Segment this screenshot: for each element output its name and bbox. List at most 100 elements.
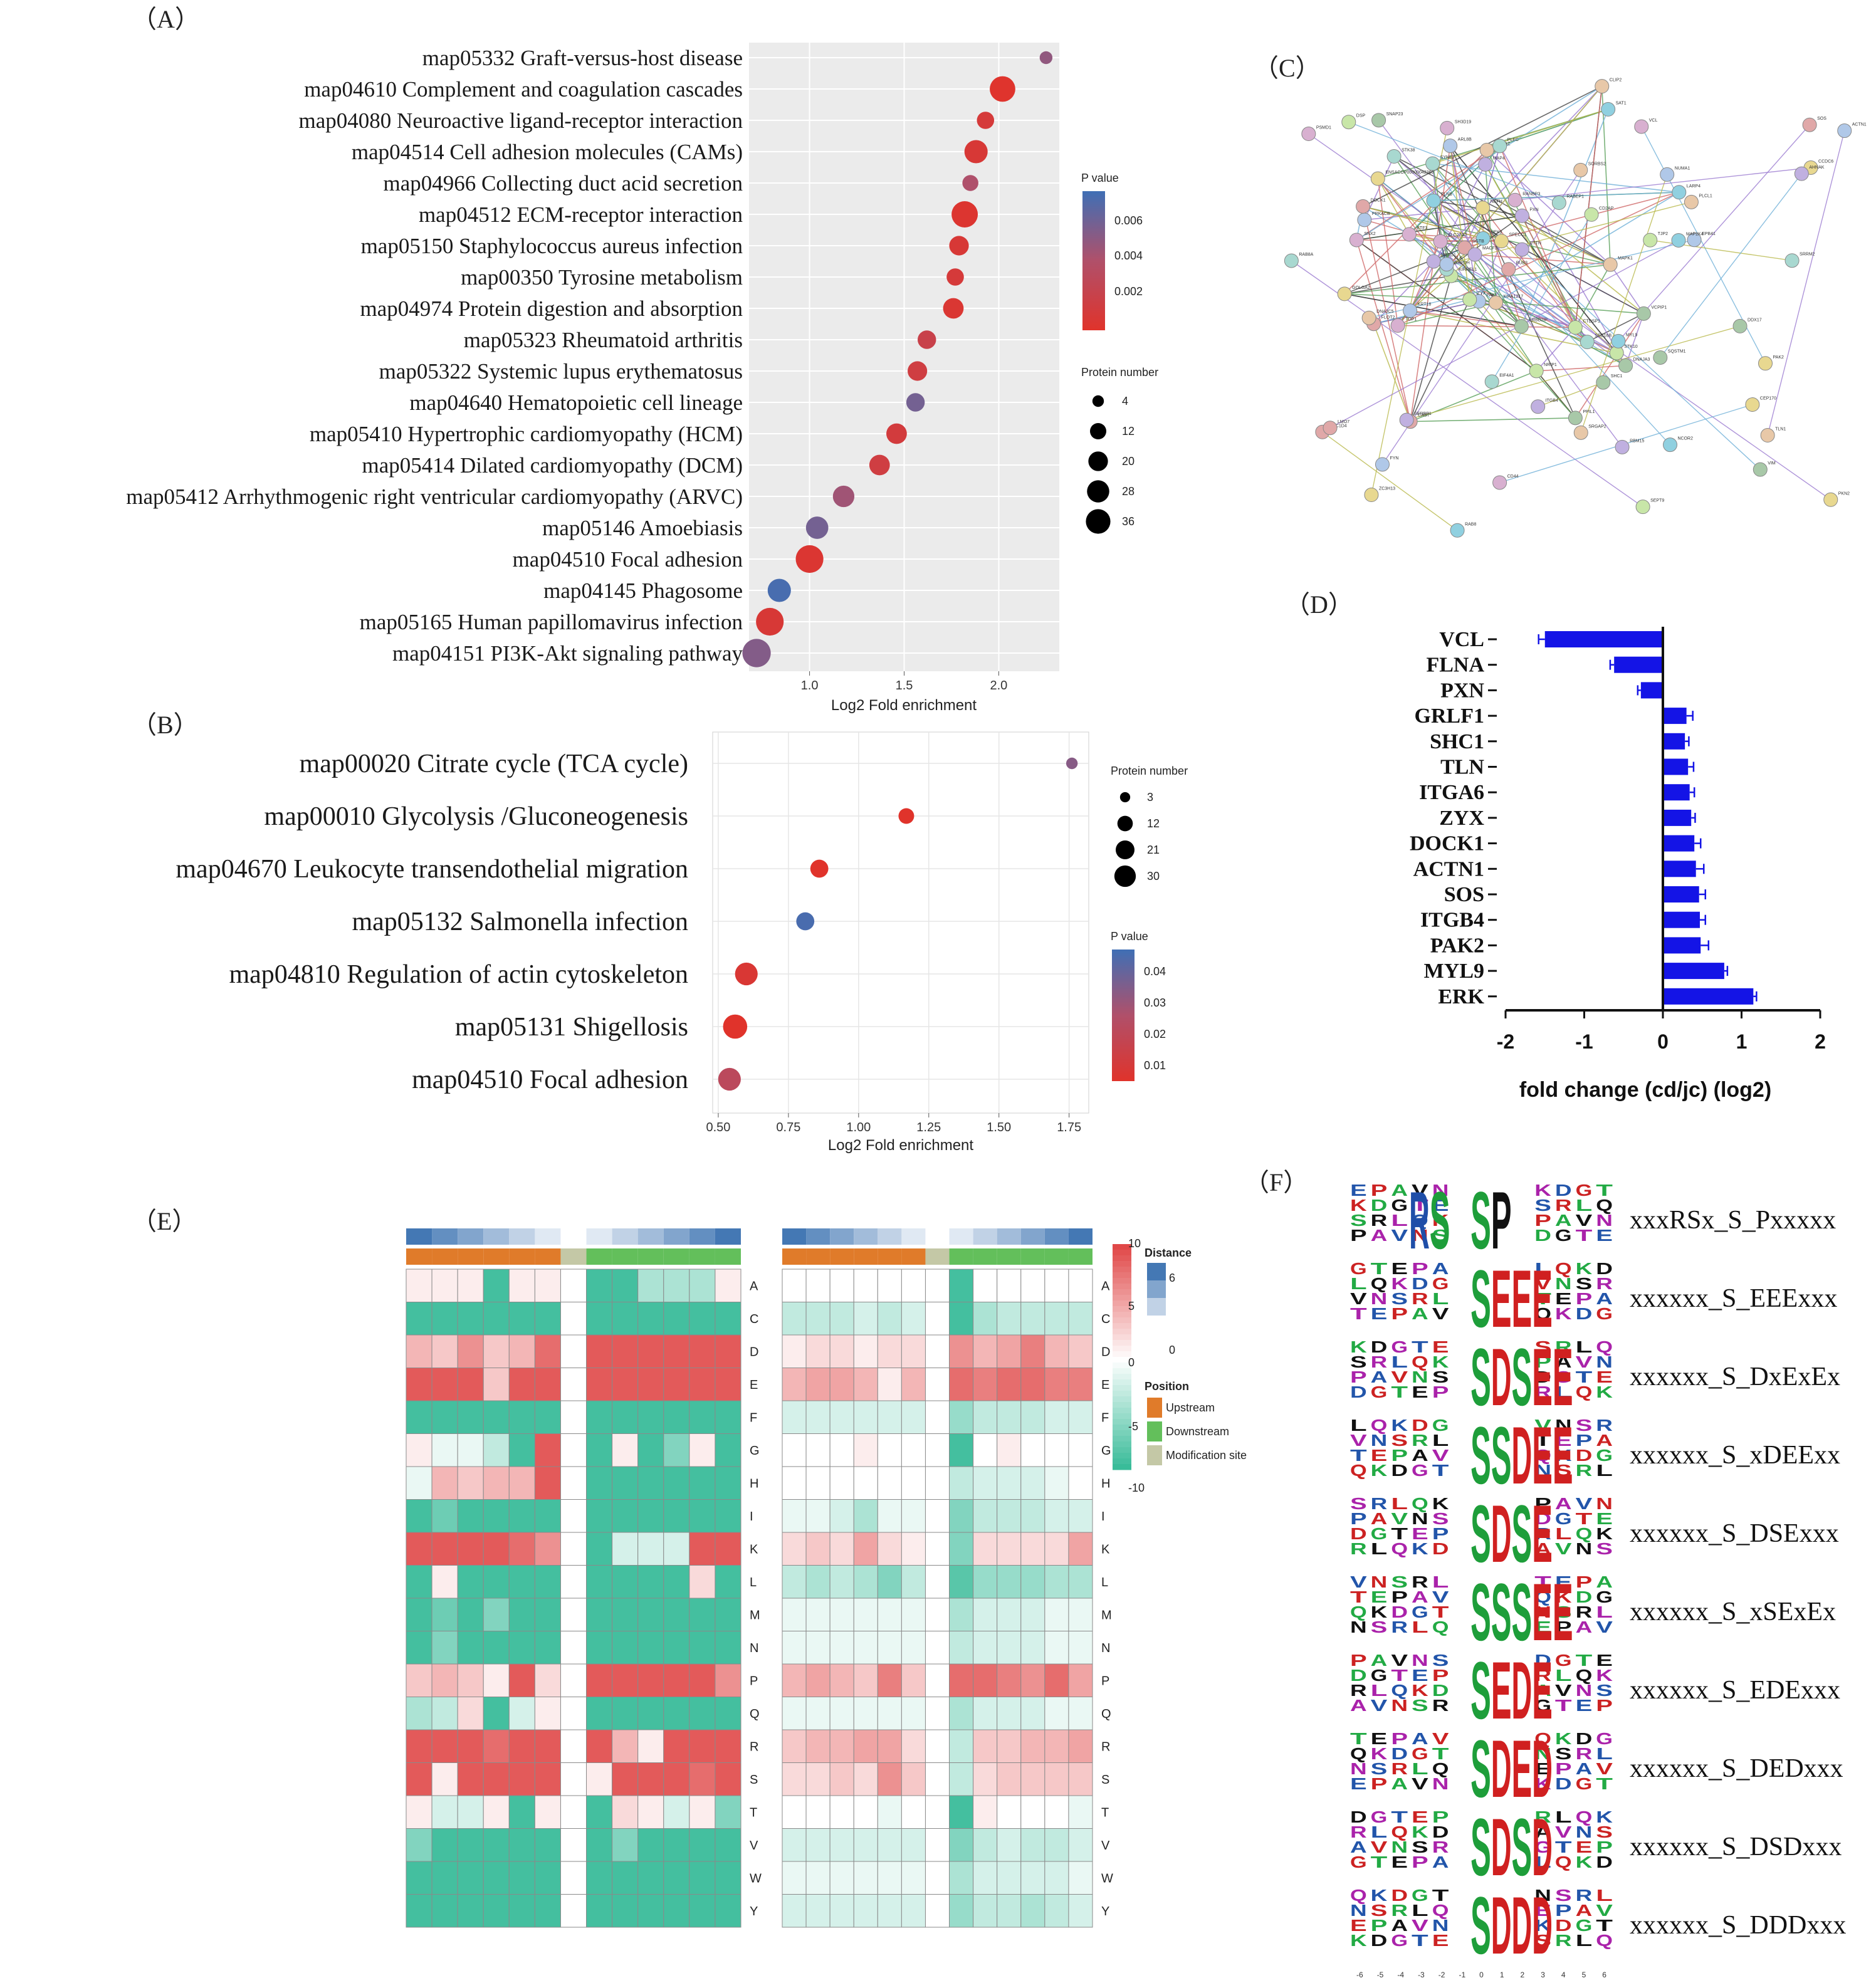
panel-f-logo-small-letter: D bbox=[1555, 1916, 1572, 1935]
panel-f-motif-label: xxxxxx_S_DxExEx bbox=[1630, 1363, 1840, 1391]
panel-c-edge bbox=[1344, 264, 1611, 295]
panel-e-heatmap-cell bbox=[925, 1368, 950, 1401]
panel-f-logo-small-letter: T bbox=[1350, 1729, 1367, 1748]
panel-e-heatmap-cell bbox=[1068, 1433, 1093, 1467]
panel-e-heatmap-cell bbox=[1020, 1334, 1045, 1368]
panel-f-logo-small-letter: S bbox=[1350, 1353, 1367, 1371]
panel-e-heatmap-cell bbox=[637, 1334, 664, 1368]
panel-e-heatmap-cell bbox=[663, 1828, 690, 1862]
panel-f-logo-small-letter: R bbox=[1391, 1759, 1408, 1778]
panel-e-heatmap-cell bbox=[949, 1762, 974, 1796]
panel-c-node-label: MAPK1 bbox=[1618, 256, 1633, 261]
panel-e-heatmap-cell bbox=[1044, 1433, 1069, 1467]
panel-e-heatmap-cell bbox=[1044, 1697, 1069, 1730]
panel-e-heatmap-cell bbox=[1044, 1269, 1069, 1302]
panel-e-heatmap-cell bbox=[925, 1828, 950, 1862]
panel-f-logo-small-letter: A bbox=[1534, 1823, 1551, 1841]
panel-f-logo-small-letter: Q bbox=[1350, 1461, 1367, 1480]
panel-c-edge bbox=[1515, 167, 1811, 201]
panel-e-heatmap-cell bbox=[805, 1269, 831, 1302]
panel-f-logo-small-letter: P bbox=[1371, 1774, 1388, 1793]
panel-e-heatmap-cell bbox=[805, 1334, 831, 1368]
panel-e-heatmap-cell bbox=[483, 1729, 510, 1763]
panel-c-node-circle bbox=[1671, 233, 1686, 248]
panel-a-point bbox=[951, 201, 978, 228]
panel-e-heatmap-cell bbox=[1044, 1532, 1069, 1566]
panel-f-logo-small-letter: A bbox=[1555, 1211, 1572, 1230]
panel-f-logo-small-letter: N bbox=[1371, 1572, 1388, 1591]
panel-f-logo-small-letter: K bbox=[1391, 1416, 1408, 1435]
panel-c-node-circle bbox=[1301, 127, 1316, 142]
panel-f-logo-big-letter: S bbox=[1470, 1645, 1491, 1736]
panel-f-logo-small-letter: T bbox=[1412, 1931, 1428, 1950]
panel-e-heatmap-cell bbox=[1020, 1894, 1045, 1928]
panel-e-heatmap-cell bbox=[1020, 1532, 1045, 1566]
panel-e-distance-cell bbox=[663, 1228, 689, 1245]
panel-e-row-label: P bbox=[1101, 1674, 1109, 1688]
panel-f-logo-small-letter: D bbox=[1534, 1226, 1551, 1245]
panel-c-node: GOLGA2 bbox=[1337, 286, 1370, 301]
panel-f-logo-small-letter: G bbox=[1350, 1853, 1367, 1871]
panel-e-heatmap-cell bbox=[586, 1828, 613, 1862]
panel-e-heatmap-cell bbox=[406, 1894, 432, 1928]
panel-e-heatmap-cell bbox=[901, 1697, 926, 1730]
panel-c-node-circle bbox=[1635, 500, 1650, 515]
panel-e-heatmap-cell bbox=[534, 1729, 561, 1763]
panel-c-node-label: NUMA1 bbox=[1675, 166, 1690, 170]
panel-e-heatmap-cell bbox=[534, 1631, 561, 1665]
panel-f-logo-small-letter: S bbox=[1432, 1226, 1449, 1245]
panel-c-node-label: BTF3 bbox=[1417, 226, 1427, 231]
panel-c-node-label: PLCL1 bbox=[1699, 194, 1712, 198]
panel-e-distance-cell bbox=[715, 1228, 741, 1245]
panel-e-row-label: G bbox=[1101, 1444, 1111, 1458]
panel-e-heatmap-cell bbox=[877, 1269, 902, 1302]
panel-f-logo-big-letter: S bbox=[1512, 1566, 1533, 1658]
panel-e-heatmap-cell bbox=[457, 1894, 484, 1928]
panel-e-heatmap-cell bbox=[997, 1598, 1022, 1631]
panel-f-logo-small-letter: V bbox=[1596, 1618, 1613, 1636]
panel-c-edge bbox=[1575, 313, 1645, 419]
panel-f-axis-label: 0 bbox=[1479, 1970, 1484, 1979]
panel-e-heatmap-cell bbox=[901, 1631, 926, 1665]
panel-e-heatmap-cell bbox=[483, 1302, 510, 1336]
panel-e-heatmap-cell bbox=[853, 1697, 878, 1730]
panel-e-heatmap-cell bbox=[782, 1400, 807, 1434]
panel-c-node: VCPIP1 bbox=[1636, 305, 1667, 321]
panel-f-logo-small-letter: G bbox=[1391, 1337, 1408, 1356]
panel-f-logo-small-letter: E bbox=[1534, 1901, 1551, 1920]
panel-e-colorbar-seg bbox=[1113, 1413, 1131, 1420]
panel-c-node-circle bbox=[1361, 310, 1376, 325]
panel-f-logo-small-letter: E bbox=[1555, 1572, 1572, 1591]
panel-e-heatmap-cell bbox=[715, 1466, 741, 1500]
panel-c-node-label: CCDC6 bbox=[1818, 159, 1833, 164]
panel-a-point bbox=[756, 607, 784, 636]
panel-c-node-circle bbox=[1356, 199, 1371, 214]
panel-e-colorbar-seg bbox=[1113, 1464, 1131, 1470]
panel-e-heatmap-cell bbox=[406, 1334, 432, 1368]
panel-e-heatmap-cell bbox=[829, 1598, 854, 1631]
panel-e-heatmap-cell bbox=[483, 1269, 510, 1302]
panel-e-heatmap-cell bbox=[877, 1598, 902, 1631]
panel-f-logo-small-letter: K bbox=[1371, 1461, 1388, 1480]
panel-e-distance-key bbox=[1147, 1280, 1166, 1298]
panel-f-logo-small-letter: A bbox=[1371, 1509, 1388, 1528]
panel-e-heatmap-cell bbox=[973, 1795, 998, 1829]
panel-e-position-cell bbox=[997, 1248, 1021, 1265]
panel-e-heatmap-cell bbox=[715, 1532, 741, 1566]
panel-f-logo-big-letter: S bbox=[1491, 1566, 1512, 1658]
panel-e-heatmap-cell bbox=[949, 1368, 974, 1401]
panel-e-distance-cell bbox=[806, 1228, 831, 1245]
panel-e-heatmap-cell bbox=[901, 1269, 926, 1302]
panel-e-heatmap-cell bbox=[1068, 1499, 1093, 1533]
panel-e-distance-cell bbox=[535, 1228, 561, 1245]
panel-c-node: ZC3H13 bbox=[1364, 487, 1395, 503]
panel-c-node-circle bbox=[1426, 254, 1441, 269]
panel-d-category-label: FLNA bbox=[1426, 654, 1484, 677]
panel-c-node-label: SHC1 bbox=[1611, 374, 1623, 379]
panel-e-colorbar-seg bbox=[1113, 1441, 1131, 1448]
panel-c-node: NRIP1 bbox=[1529, 363, 1557, 379]
panel-e-heatmap-cell bbox=[997, 1466, 1022, 1500]
panel-f-logo-small-letter: D bbox=[1555, 1181, 1572, 1200]
